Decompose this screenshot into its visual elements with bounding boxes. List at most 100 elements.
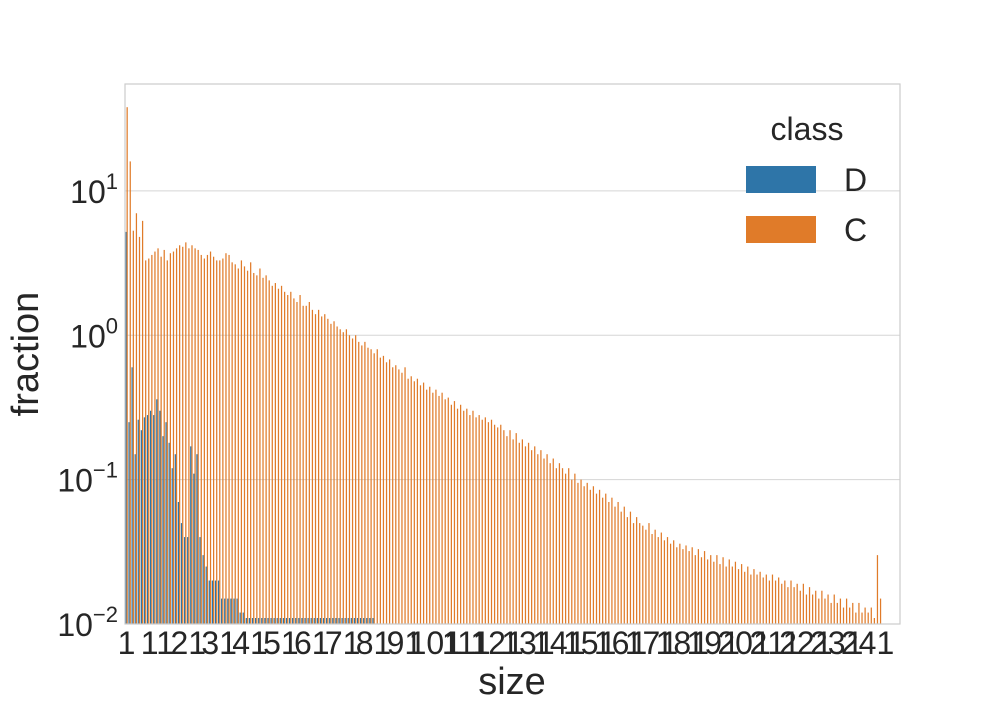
bar-c bbox=[422, 382, 425, 624]
bar-c bbox=[651, 534, 653, 624]
bar-c bbox=[441, 392, 443, 624]
bar-c bbox=[549, 463, 551, 624]
bar-c bbox=[237, 268, 239, 624]
bar-c bbox=[185, 242, 187, 625]
bar-c bbox=[654, 529, 656, 624]
bar-c bbox=[145, 260, 147, 624]
x-tick-label: 161 bbox=[594, 625, 647, 661]
bar-c bbox=[240, 260, 243, 624]
x-tick-label: 241 bbox=[841, 625, 894, 661]
bar-c bbox=[534, 446, 536, 624]
bar-c bbox=[799, 590, 801, 624]
bar-d bbox=[134, 454, 136, 624]
bar-c bbox=[481, 419, 483, 624]
bar-d bbox=[326, 618, 328, 624]
bar-c bbox=[747, 566, 749, 624]
x-axis-label: size bbox=[478, 661, 546, 700]
bar-d bbox=[270, 618, 272, 624]
bar-c bbox=[836, 602, 838, 624]
bar-d bbox=[214, 580, 217, 624]
legend-title: class bbox=[771, 111, 844, 147]
bar-c bbox=[639, 523, 641, 624]
bar-d bbox=[329, 618, 331, 624]
bar-c bbox=[546, 454, 548, 624]
bar-c bbox=[790, 580, 792, 624]
bar-d bbox=[196, 454, 198, 624]
bar-c bbox=[277, 288, 280, 624]
bar-d bbox=[322, 618, 325, 624]
bar-c bbox=[873, 618, 875, 624]
bar-c bbox=[682, 549, 684, 624]
bar-c bbox=[324, 314, 326, 624]
bar-c bbox=[558, 463, 561, 624]
bar-c bbox=[197, 249, 199, 624]
bar-d bbox=[344, 618, 346, 624]
bar-c bbox=[154, 251, 156, 625]
bar-c bbox=[314, 314, 317, 624]
bar-c bbox=[876, 555, 879, 624]
bar-d bbox=[177, 501, 180, 624]
bar-c bbox=[849, 607, 851, 624]
bar-c bbox=[222, 258, 224, 624]
bar-c bbox=[845, 598, 848, 624]
bar-c bbox=[191, 245, 193, 624]
bar-d bbox=[125, 231, 127, 624]
bar-c bbox=[512, 439, 514, 624]
bar-c bbox=[444, 399, 446, 624]
bar-c bbox=[395, 365, 397, 624]
bar-d bbox=[285, 618, 288, 624]
bar-c bbox=[521, 439, 523, 624]
bar-c bbox=[506, 436, 508, 624]
bar-d bbox=[264, 618, 266, 624]
bar-c bbox=[679, 543, 681, 624]
bar-c bbox=[632, 523, 635, 624]
bar-c bbox=[531, 450, 533, 624]
bar-d bbox=[261, 618, 263, 624]
bar-c bbox=[713, 561, 715, 624]
bar-d bbox=[282, 618, 285, 624]
bar-d bbox=[254, 618, 257, 624]
bar-c bbox=[774, 580, 777, 624]
x-tick-label: 131 bbox=[501, 625, 554, 661]
bar-c bbox=[426, 389, 428, 624]
bar-c bbox=[200, 254, 202, 624]
bar-c bbox=[870, 607, 872, 624]
bar-d bbox=[338, 618, 340, 624]
bar-c bbox=[404, 367, 406, 624]
bar-d bbox=[239, 612, 241, 624]
bar-c bbox=[493, 424, 496, 624]
bar-c bbox=[392, 367, 394, 624]
bar-c bbox=[321, 316, 323, 624]
bar-c bbox=[398, 369, 400, 624]
bar-c bbox=[778, 577, 780, 624]
x-tick-label: 51 bbox=[263, 625, 299, 661]
bar-d bbox=[143, 417, 146, 624]
bar-c bbox=[753, 569, 755, 624]
bar-c bbox=[598, 489, 601, 624]
x-tick-labels: 1 112131415161718191101111121131141151161… bbox=[118, 625, 895, 661]
y-tick-label: 101 bbox=[70, 169, 118, 210]
bar-d bbox=[369, 618, 371, 624]
bar-d bbox=[295, 618, 297, 624]
bar-c bbox=[453, 401, 456, 624]
bar-c bbox=[694, 555, 696, 624]
bar-c bbox=[827, 594, 829, 624]
bar-c bbox=[728, 559, 730, 624]
plot-frame bbox=[124, 83, 901, 625]
bar-d bbox=[230, 598, 232, 624]
bar-c bbox=[691, 547, 693, 624]
bar-c bbox=[688, 551, 690, 624]
bar-c bbox=[388, 359, 391, 624]
bar-c bbox=[333, 321, 335, 624]
bar-c bbox=[793, 587, 795, 624]
bar-c bbox=[660, 532, 662, 624]
bar-c bbox=[160, 256, 162, 624]
bar-c bbox=[561, 468, 564, 624]
x-tick-label: 201 bbox=[717, 625, 770, 661]
bar-c bbox=[296, 301, 298, 624]
bar-c bbox=[636, 517, 638, 624]
bar-c bbox=[429, 386, 431, 624]
bar-c bbox=[419, 385, 422, 624]
bar-d bbox=[279, 618, 281, 624]
bar-c bbox=[271, 285, 273, 624]
